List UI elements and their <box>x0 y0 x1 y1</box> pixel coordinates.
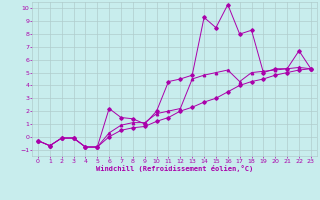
X-axis label: Windchill (Refroidissement éolien,°C): Windchill (Refroidissement éolien,°C) <box>96 165 253 172</box>
